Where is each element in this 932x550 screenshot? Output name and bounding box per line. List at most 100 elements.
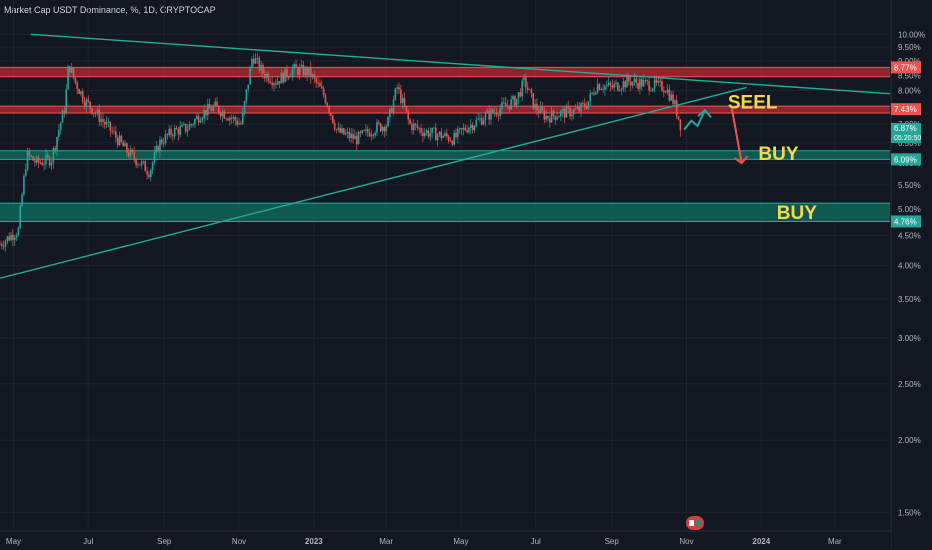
- price-tick-label: 4.50%: [898, 232, 921, 241]
- candle-body: [606, 85, 608, 87]
- price-tick-label: 1.50%: [898, 509, 921, 518]
- candle-body: [81, 91, 84, 102]
- candle-body: [92, 113, 95, 114]
- candle-body: [251, 59, 253, 68]
- candle-body: [547, 115, 549, 119]
- candle-body: [532, 93, 535, 109]
- candle-body: [655, 79, 658, 83]
- candle-body: [514, 96, 516, 107]
- candle-body: [414, 123, 417, 125]
- candle-body: [151, 162, 154, 170]
- candle-body: [661, 81, 663, 91]
- candle-body: [593, 92, 595, 95]
- price-tick-label: 3.00%: [898, 334, 921, 343]
- candle-body: [591, 92, 593, 94]
- price-tick-label: 4.00%: [898, 261, 921, 270]
- annotation-label: BUY: [758, 144, 798, 165]
- time-axis-background: [0, 531, 891, 550]
- candle-body: [670, 94, 672, 101]
- candle-body: [387, 117, 389, 127]
- candle-body: [420, 128, 422, 133]
- candle-body: [370, 134, 373, 137]
- candle-body: [6, 236, 9, 241]
- candle-body: [607, 82, 610, 86]
- candle-body: [173, 128, 176, 137]
- candle-body: [442, 135, 444, 138]
- candle-body: [469, 124, 472, 128]
- candle-body: [416, 124, 419, 129]
- candle-body: [319, 83, 321, 87]
- candle-body: [113, 131, 115, 133]
- candle-body: [315, 78, 318, 83]
- candle-body: [457, 128, 459, 138]
- candle-body: [76, 82, 79, 90]
- candle-body: [17, 227, 20, 236]
- candle-body: [216, 101, 218, 107]
- candle-body: [674, 100, 676, 105]
- time-tick-label: Mar: [828, 537, 842, 546]
- candle-body: [503, 102, 505, 104]
- candle-body: [148, 174, 150, 178]
- candle-body: [32, 156, 34, 161]
- current-price-tag: [891, 122, 921, 143]
- candle-body: [475, 119, 478, 126]
- candle-body: [80, 91, 82, 95]
- candle-body: [324, 95, 327, 104]
- candle-body: [201, 118, 204, 121]
- candle-body: [517, 92, 520, 99]
- candle-body: [589, 93, 592, 102]
- candle-body: [72, 68, 75, 78]
- candle-body: [477, 118, 479, 120]
- candle-body: [155, 145, 158, 153]
- candle-body: [530, 89, 533, 94]
- candle-body: [585, 107, 588, 109]
- candle-body: [317, 82, 319, 84]
- candle-body: [549, 118, 551, 123]
- candle-body: [624, 81, 627, 88]
- candle-body: [495, 112, 498, 116]
- candle-body: [578, 107, 581, 112]
- candle-body: [657, 80, 660, 83]
- candle-body: [560, 111, 562, 117]
- annotation-label: SEEL: [728, 93, 778, 114]
- candle-body: [604, 85, 606, 90]
- candle-body: [138, 164, 141, 166]
- candle-body: [306, 67, 308, 76]
- resistance-zone: [0, 106, 890, 113]
- projection-up-arrowhead: [697, 108, 712, 118]
- candle-body: [460, 128, 463, 130]
- candle-body: [280, 72, 283, 84]
- candle-body: [116, 137, 119, 146]
- candle-body: [254, 57, 257, 64]
- candle-body: [153, 152, 156, 163]
- chart-title: Market Cap USDT Dominance, %, 1D, CRYPTO…: [4, 5, 216, 15]
- candle-body: [124, 143, 126, 147]
- candle-body: [194, 119, 196, 125]
- candle-body: [181, 124, 183, 127]
- candle-body: [618, 90, 621, 92]
- candle-body: [409, 119, 411, 124]
- candle-body: [293, 64, 296, 70]
- candle-body: [633, 78, 636, 83]
- candle-body: [188, 124, 191, 130]
- candle-body: [672, 94, 674, 105]
- candle-body: [21, 194, 23, 206]
- candle-body: [313, 74, 316, 79]
- candle-body: [396, 87, 398, 89]
- candle-body: [129, 149, 132, 157]
- candle-body: [59, 122, 62, 130]
- candle-body: [659, 80, 661, 82]
- candle-body: [4, 240, 7, 247]
- candle-body: [363, 130, 365, 132]
- candle-body: [140, 161, 143, 166]
- candle-body: [574, 108, 577, 110]
- candle-body: [104, 121, 106, 125]
- candle-body: [499, 109, 501, 116]
- candle-body: [425, 130, 428, 133]
- candle-body: [552, 110, 555, 116]
- candle-body: [528, 89, 531, 91]
- candle-body: [107, 121, 110, 123]
- level-tag-label: 7.43%: [894, 105, 917, 114]
- candle-body: [37, 157, 40, 163]
